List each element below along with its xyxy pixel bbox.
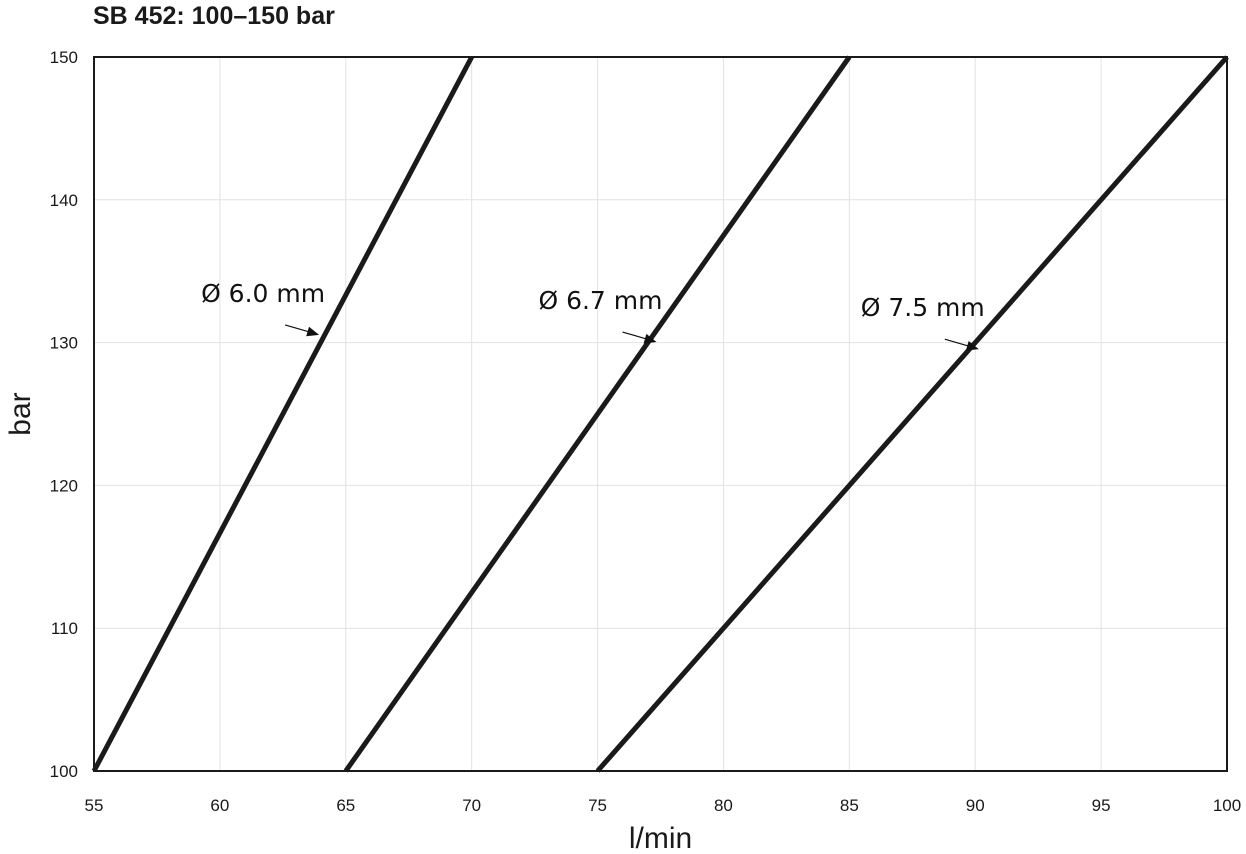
x-tick-label: 65 (336, 796, 355, 815)
annotation-layer: Ø 6.0 mm Ø 6.7 mm Ø 7.5 mm (201, 279, 985, 351)
x-tick-label: 55 (85, 796, 104, 815)
annotation-arrow (284, 324, 312, 333)
series-line (343, 55, 852, 773)
x-tick-label: 90 (966, 796, 985, 815)
y-tick-label: 150 (50, 48, 78, 67)
annotation-arrow-head (306, 326, 320, 337)
chart-title: SB 452: 100–150 bar (93, 2, 335, 30)
x-tick-labels: 55 60 65 70 75 80 85 90 95 100 (85, 796, 1242, 815)
y-tick-labels: 100 110 120 130 140 150 (50, 48, 78, 781)
y-tick-label: 110 (51, 619, 78, 638)
y-tick-label: 130 (50, 334, 78, 353)
series-line (595, 55, 1229, 773)
x-tick-label: 85 (840, 796, 859, 815)
annotation-arrow (622, 331, 649, 341)
grid-layer (94, 57, 1227, 771)
x-tick-label: 100 (1213, 796, 1241, 815)
y-tick-label: 100 (50, 762, 78, 781)
plot-frame (93, 56, 1228, 772)
y-tick-label: 140 (50, 191, 78, 210)
series-label: Ø 6.7 mm (538, 286, 662, 315)
series-label: Ø 6.0 mm (201, 279, 325, 308)
annotation-arrow (944, 338, 971, 348)
x-tick-label: 60 (210, 796, 229, 815)
y-tick-label: 120 (50, 476, 78, 495)
x-tick-label: 75 (588, 796, 607, 815)
x-tick-label: 95 (1092, 796, 1111, 815)
annotation-arrow-head (643, 333, 657, 344)
x-tick-label: 80 (714, 796, 733, 815)
x-tick-label: 70 (462, 796, 481, 815)
series-label: Ø 7.5 mm (861, 293, 985, 322)
series-line (91, 55, 474, 773)
y-axis-label: bar (4, 392, 37, 435)
x-axis-label: l/min (629, 822, 692, 854)
series-layer (91, 55, 1229, 773)
annotation-arrow-head (965, 340, 979, 351)
